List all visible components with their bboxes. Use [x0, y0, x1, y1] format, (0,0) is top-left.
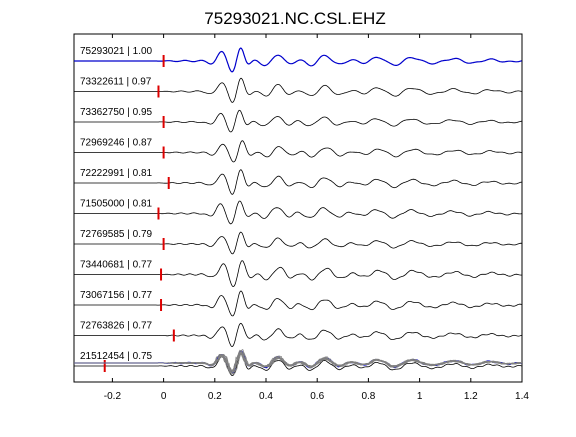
trace-line	[74, 231, 522, 255]
x-axis: -0.2 0 0.2 0.4 0.6 0.8 1 1.2 1.4	[104, 34, 529, 402]
trace-line	[74, 109, 522, 133]
trace-line	[74, 322, 522, 348]
plot-frame	[73, 33, 523, 383]
trace-label: 72969246 | 0.87	[80, 138, 153, 149]
trace-label: 73362750 | 0.95	[80, 107, 153, 118]
x-tick-label: 0	[161, 391, 167, 402]
x-tick-label: 0.8	[361, 391, 375, 402]
x-tick-label: 1	[417, 391, 423, 402]
x-tick-label: 1.2	[464, 391, 478, 402]
trace-label: 73440681 | 0.77	[80, 260, 153, 271]
trace-label: 21512454 | 0.75	[80, 351, 153, 362]
x-tick-label: 1.4	[515, 391, 529, 402]
trace-line	[74, 260, 522, 288]
x-tick-label: 0.4	[259, 391, 273, 402]
trace-line	[74, 200, 522, 225]
trace-line	[74, 47, 522, 73]
trace-group: 75293021 | 1.00 73322611 | 0.97 73362750 |…	[74, 46, 522, 377]
trace-line	[74, 290, 522, 317]
x-tick-label: 0.2	[208, 391, 222, 402]
trace-line	[74, 140, 522, 163]
trace-label: 75293021 | 1.00	[80, 46, 153, 57]
trace-label: 73067156 | 0.77	[80, 290, 153, 301]
trace-line	[74, 353, 522, 377]
trace-line	[74, 77, 522, 103]
trace-label: 72769585 | 0.79	[80, 229, 153, 240]
trace-label: 71505000 | 0.81	[80, 199, 153, 210]
x-tick-label: -0.2	[104, 391, 122, 402]
trace-label: 72763826 | 0.77	[80, 321, 153, 332]
trace-label: 73322611 | 0.97	[80, 77, 152, 88]
stack-trace	[74, 352, 522, 372]
stack-overlay	[74, 349, 522, 375]
x-tick-label: 0.6	[310, 391, 324, 402]
chart-title: 75293021.NC.CSL.EHZ	[204, 9, 385, 28]
trace-line	[74, 169, 522, 195]
trace-label: 72222991 | 0.81	[80, 168, 153, 179]
